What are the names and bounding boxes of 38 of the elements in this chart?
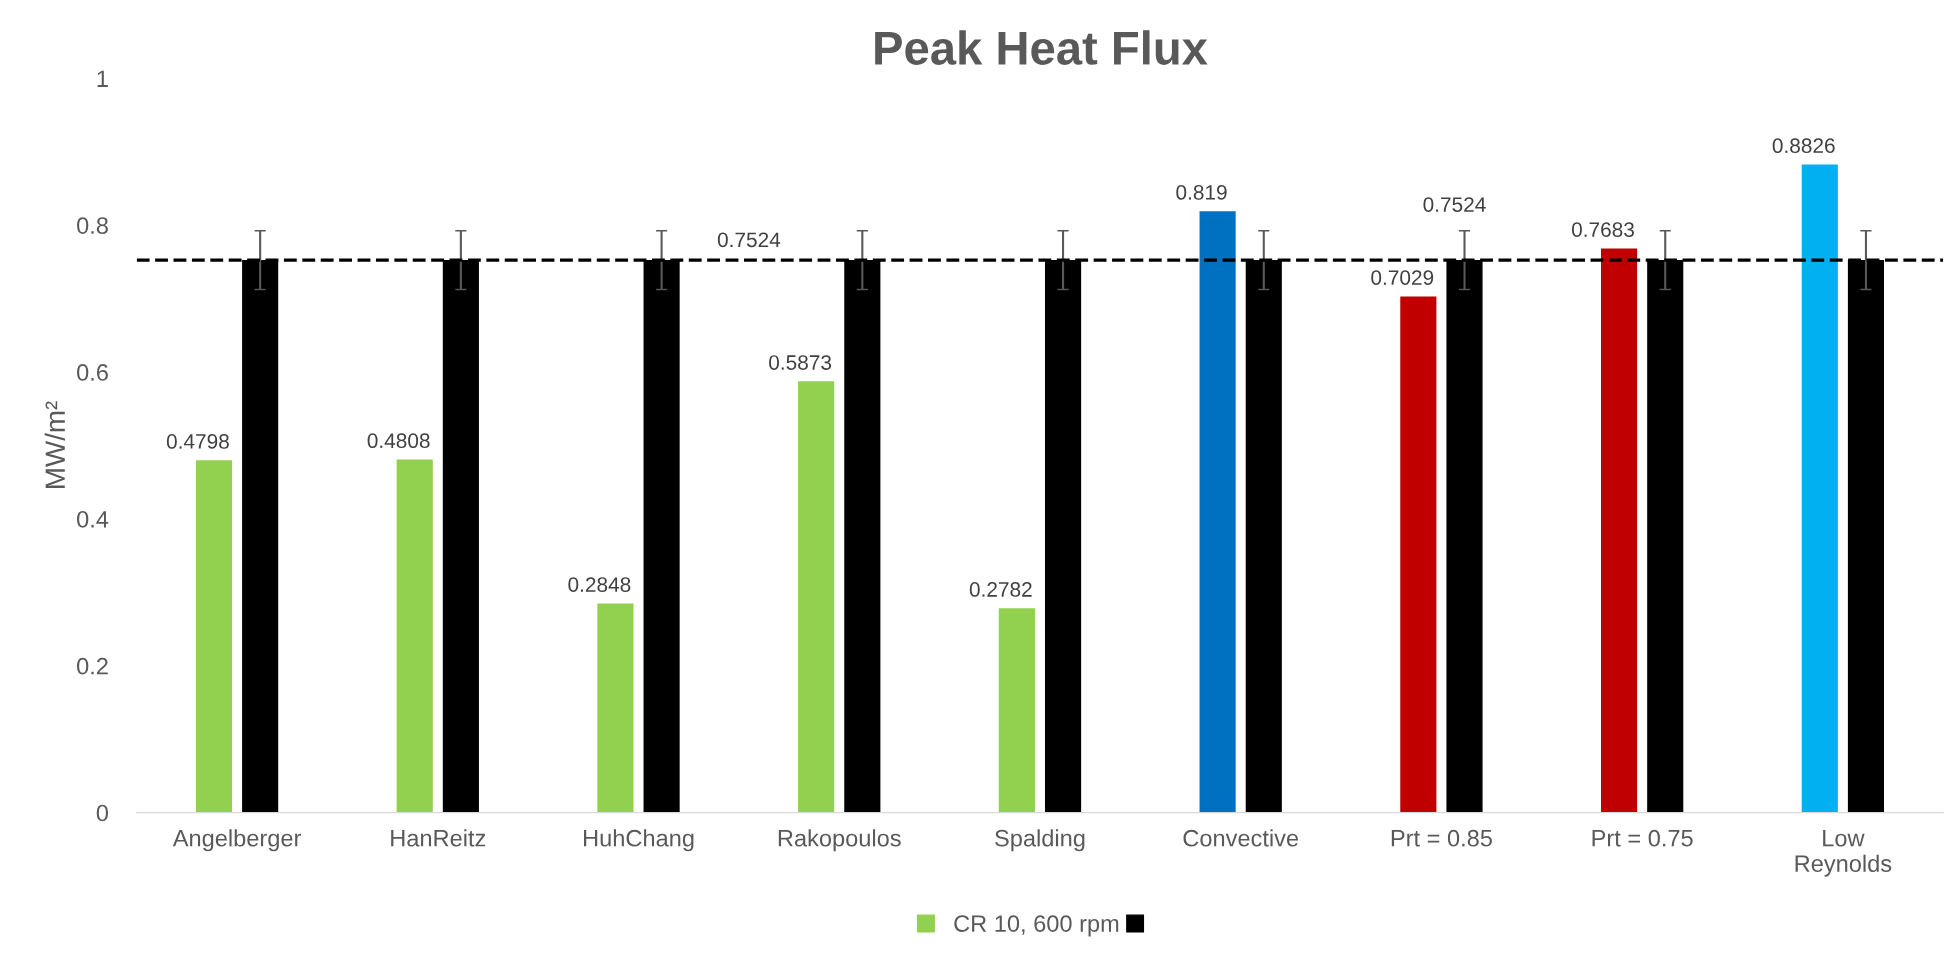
bar xyxy=(396,459,433,813)
y-tick-label: 0.4 xyxy=(77,510,109,528)
x-tick-label: HuhChang xyxy=(584,829,694,852)
bar xyxy=(1601,248,1638,813)
chart-title: Peak Heat Flux xyxy=(875,30,1208,65)
bar xyxy=(798,381,835,813)
x-tick-label: Convective xyxy=(1183,829,1299,847)
data-label: 0.8826 xyxy=(1772,138,1835,154)
x-tick-label: Angelberger xyxy=(172,829,302,852)
data-label: 0.7029 xyxy=(1371,270,1434,286)
data-label: 0.4808 xyxy=(367,433,430,449)
y-tick-label: 0.2 xyxy=(77,657,108,675)
y-tick-label: 0.6 xyxy=(77,364,108,381)
x-tick-label: HanReitz xyxy=(391,829,486,847)
y-tick-label: 0.8 xyxy=(77,217,108,234)
y-tick-label: 0 xyxy=(96,804,109,822)
legend-label: CR 10, 600 rpm xyxy=(954,915,1119,937)
data-label: 0.4798 xyxy=(166,434,229,449)
data-label: 0.2782 xyxy=(969,582,1032,597)
y-tick-label: 1 xyxy=(97,70,108,87)
data-label: 0.819 xyxy=(1176,185,1227,200)
x-tick-label: Spalding xyxy=(995,829,1085,852)
y-axis-title: MW/m² xyxy=(44,401,66,488)
data-label: 0.5873 xyxy=(769,355,832,370)
bar xyxy=(1801,164,1838,813)
data-label: 0.7524 xyxy=(1423,197,1486,212)
ref-line-label: 0.7524 xyxy=(717,232,781,248)
data-label: 0.7683 xyxy=(1571,222,1634,237)
x-tick-label: Rakopoulos xyxy=(778,829,901,852)
bar xyxy=(998,608,1035,813)
bar xyxy=(1199,211,1236,813)
x-tick-label: Low Reynolds xyxy=(1795,830,1892,877)
data-label: 0.2848 xyxy=(568,577,631,592)
x-tick-label: Prt = 0.75 xyxy=(1592,829,1693,847)
bar xyxy=(597,603,634,813)
bar xyxy=(195,460,233,813)
x-tick-label: Prt = 0.85 xyxy=(1391,829,1492,847)
bar xyxy=(1400,296,1437,813)
